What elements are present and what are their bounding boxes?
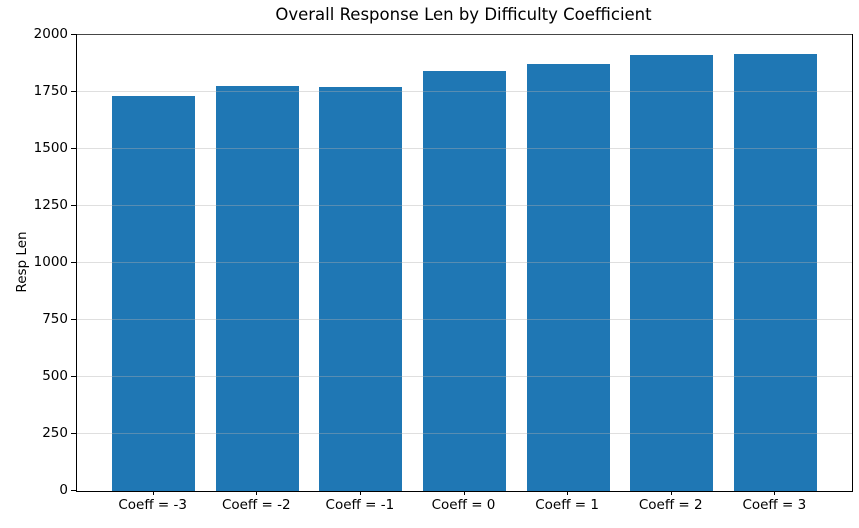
x-tick-label-2: Coeff = -1 — [325, 497, 395, 513]
y-tick-mark-1250 — [71, 205, 76, 206]
x-tick-label-3: Coeff = 0 — [431, 497, 496, 513]
y-tick-label-1750: 1750 — [33, 83, 68, 99]
x-tick-label-5: Coeff = 2 — [638, 497, 703, 513]
x-tick-label-1: Coeff = -2 — [221, 497, 291, 513]
y-tick-mark-1750 — [71, 91, 76, 92]
gridline-y-500 — [77, 376, 852, 377]
bar-coeff-1 — [319, 86, 403, 491]
bar-coeff3 — [733, 54, 817, 491]
gridline-y-1500 — [77, 148, 852, 149]
gridline-y-1750 — [77, 91, 852, 92]
x-tick-label-6: Coeff = 3 — [742, 497, 807, 513]
y-tick-mark-1500 — [71, 148, 76, 149]
gridline-y-2000 — [77, 34, 852, 35]
bars-layer — [77, 35, 852, 491]
x-tick-mark-5 — [670, 491, 672, 495]
y-tick-mark-1000 — [71, 262, 76, 263]
bar-coeff1 — [526, 64, 610, 491]
y-tick-label-0: 0 — [59, 482, 68, 498]
x-tick-mark-4 — [567, 491, 569, 495]
gridline-y-750 — [77, 319, 852, 320]
y-tick-label-500: 500 — [42, 368, 68, 384]
x-tick-mark-1 — [256, 491, 258, 495]
x-tick-label-0: Coeff = -3 — [118, 497, 187, 513]
y-tick-mark-250 — [71, 433, 76, 434]
y-tick-label-750: 750 — [42, 311, 68, 327]
y-tick-mark-500 — [71, 376, 76, 377]
chart-title: Overall Response Len by Difficulty Coeff… — [275, 5, 652, 24]
y-tick-mark-2000 — [71, 34, 76, 35]
x-tick-mark-0 — [152, 491, 154, 495]
bar-coeff-3 — [112, 95, 196, 491]
y-tick-label-1000: 1000 — [33, 254, 68, 270]
y-tick-label-2000: 2000 — [33, 26, 68, 42]
bar-coeff-2 — [215, 86, 299, 491]
x-tick-label-4: Coeff = 1 — [535, 497, 599, 513]
x-tick-mark-2 — [359, 491, 361, 495]
bar-coeff0 — [423, 70, 506, 491]
plot-area — [76, 34, 853, 492]
y-tick-label-1250: 1250 — [33, 197, 68, 213]
y-tick-mark-750 — [71, 319, 76, 320]
gridline-y-1000 — [77, 262, 852, 263]
x-tick-mark-3 — [463, 491, 465, 495]
gridline-y-250 — [77, 433, 852, 434]
y-tick-mark-0 — [71, 490, 76, 491]
y-tick-label-1500: 1500 — [33, 140, 68, 156]
gridline-y-1250 — [77, 205, 852, 206]
x-tick-mark-6 — [774, 491, 776, 495]
y-tick-label-250: 250 — [42, 425, 68, 441]
gridlines-layer — [77, 34, 852, 491]
bar-coeff2 — [630, 55, 714, 491]
